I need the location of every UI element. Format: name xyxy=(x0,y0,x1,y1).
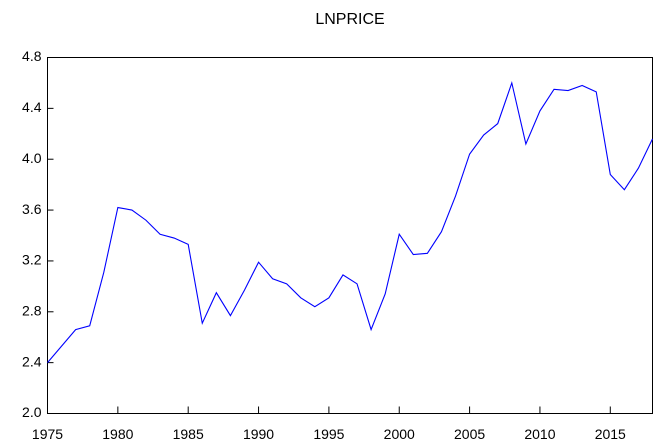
x-tick-label: 1975 xyxy=(32,426,63,442)
x-tick-label: 1985 xyxy=(173,426,204,442)
chart-title: LNPRICE xyxy=(315,11,384,28)
x-tick-label: 2010 xyxy=(524,426,555,442)
x-tick-label: 1995 xyxy=(313,426,344,442)
y-tick-label: 2.8 xyxy=(22,302,42,318)
y-tick-label: 4.8 xyxy=(22,48,42,64)
y-tick-label: 4.4 xyxy=(22,99,42,115)
x-tick-label: 2015 xyxy=(595,426,626,442)
y-tick-label: 4.0 xyxy=(22,150,42,166)
y-tick-label: 3.6 xyxy=(22,201,42,217)
plot-frame xyxy=(47,57,653,414)
x-tick-label: 1990 xyxy=(243,426,274,442)
x-tick-label: 1980 xyxy=(102,426,133,442)
y-tick-label: 2.4 xyxy=(22,353,42,369)
x-tick-label: 2000 xyxy=(384,426,415,442)
y-tick-label: 3.2 xyxy=(22,252,42,268)
data-line xyxy=(47,80,653,363)
x-tick-label: 2005 xyxy=(454,426,485,442)
y-tick-label: 2.0 xyxy=(22,404,42,420)
